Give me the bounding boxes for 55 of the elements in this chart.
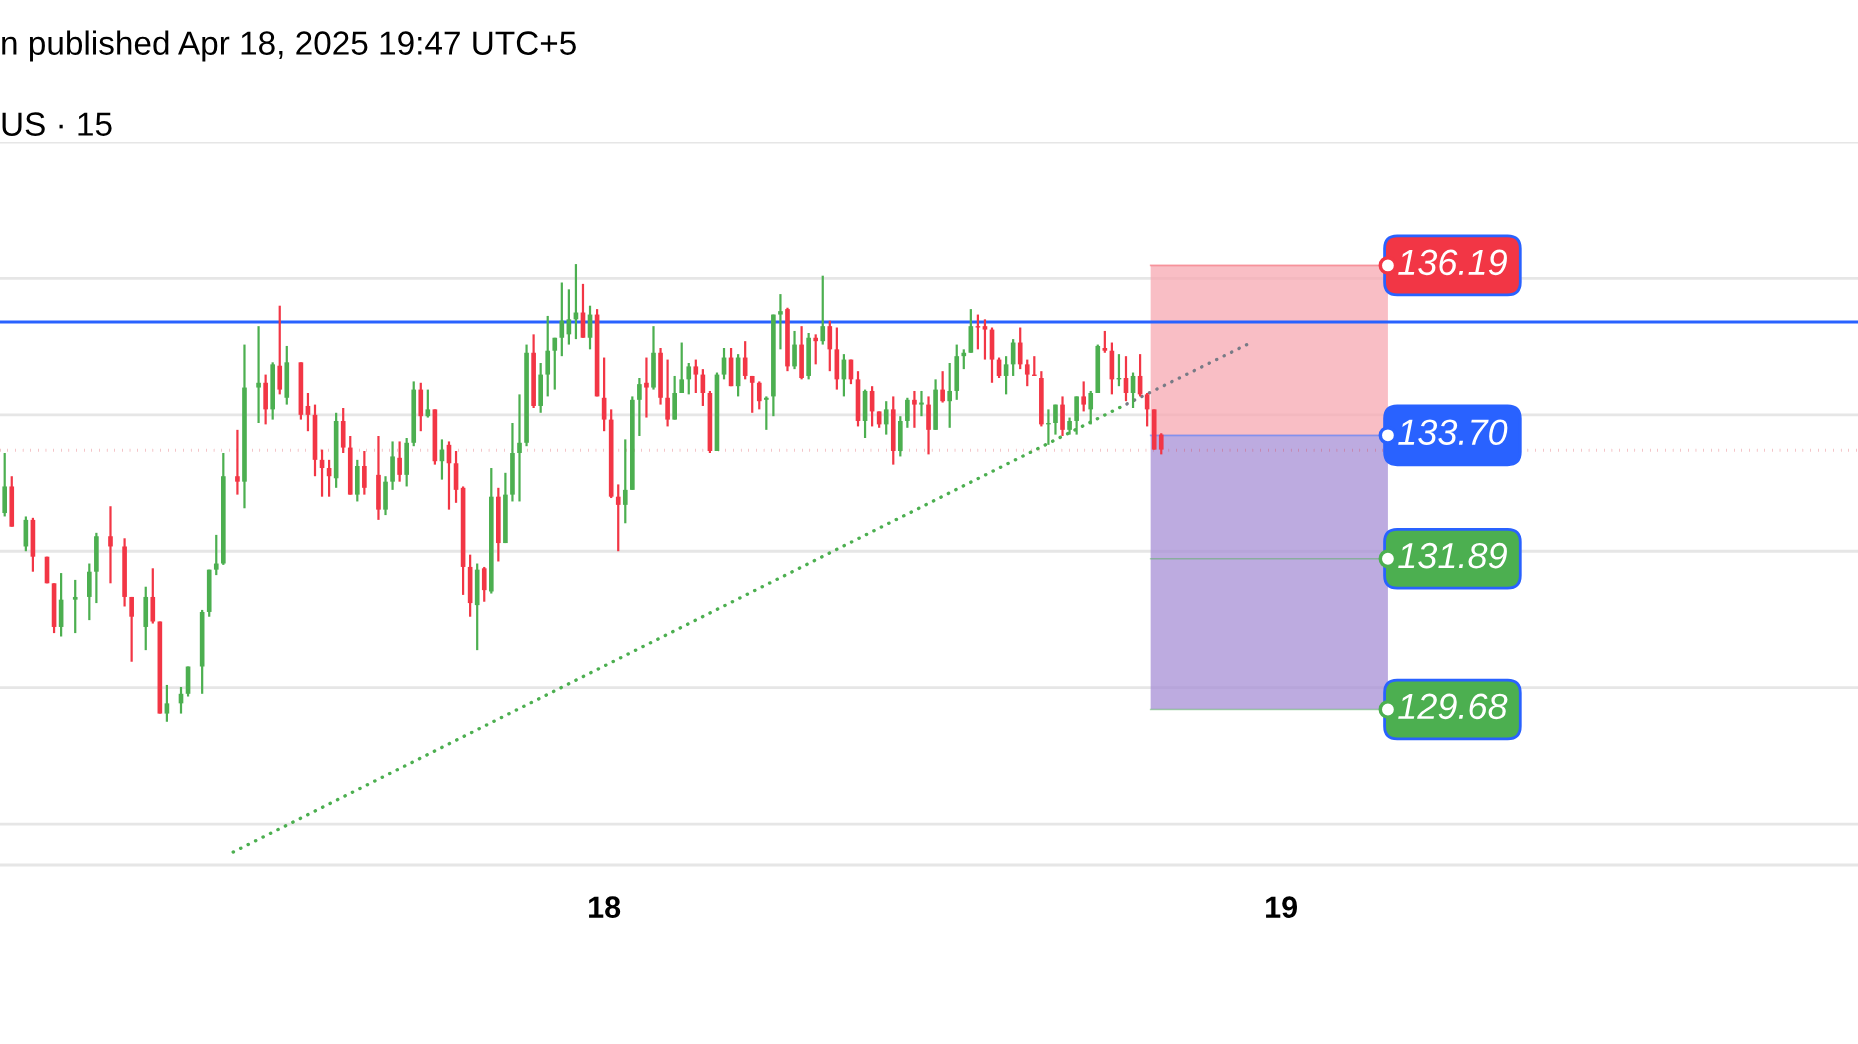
candlestick: [622, 438, 628, 525]
candlestick: [256, 325, 261, 425]
candlestick: [517, 393, 522, 503]
candlestick: [1017, 326, 1023, 371]
candlestick: [982, 318, 988, 361]
candlestick: [813, 333, 819, 366]
candlestick: [686, 361, 692, 396]
candlestick: [277, 304, 283, 396]
candlestick: [919, 389, 924, 418]
candlestick: [362, 449, 367, 496]
candlestick: [637, 376, 642, 438]
chart-subtitle: US · 15: [2, 112, 112, 136]
x-tick-label: 18: [589, 896, 621, 918]
candlestick: [235, 428, 240, 496]
candlestick: [1158, 432, 1164, 456]
candlestick: [1053, 403, 1058, 436]
candlestick: [665, 358, 670, 428]
ref-line-label: 131.89: [1398, 542, 1507, 569]
candlestick: [975, 313, 981, 351]
candlestick: [961, 348, 967, 371]
candlestick: [883, 400, 889, 436]
candlestick: [940, 370, 945, 404]
candlestick: [742, 340, 748, 381]
ref-line-label: 129.68: [1398, 693, 1508, 720]
candlestick: [545, 314, 551, 398]
candlestick: [129, 595, 134, 663]
candlestick: [778, 292, 783, 351]
candlestick: [397, 440, 402, 483]
candlestick: [827, 319, 833, 373]
candlestick: [912, 389, 917, 429]
candlestick: [72, 578, 78, 635]
candlestick: [756, 380, 762, 411]
chart-title: n published Apr 18, 2025 19:47 UTC+5: [2, 30, 576, 62]
candlestick: [792, 329, 797, 371]
candlestick: [764, 395, 769, 431]
x-tick-label: 19: [1266, 896, 1297, 918]
candlestick: [644, 356, 649, 419]
candlestick: [559, 281, 565, 358]
ref-line-label: 133.70: [1398, 419, 1508, 445]
candlestick: [1102, 329, 1108, 354]
candlestick: [947, 361, 953, 429]
candlestick: [552, 336, 558, 391]
candlestick: [693, 358, 699, 395]
candlestick: [164, 683, 170, 723]
candlestick: [820, 274, 826, 346]
ref-line-label: 136.19: [1398, 249, 1507, 276]
candlestick: [1081, 380, 1086, 413]
candlestick: [615, 483, 621, 553]
candlestick: [749, 374, 755, 414]
candlestick: [108, 505, 113, 585]
candlestick: [679, 341, 685, 395]
candlestick: [481, 565, 487, 603]
candlestick: [213, 533, 219, 577]
candlestick: [1024, 358, 1030, 388]
candlestick: [905, 396, 910, 429]
